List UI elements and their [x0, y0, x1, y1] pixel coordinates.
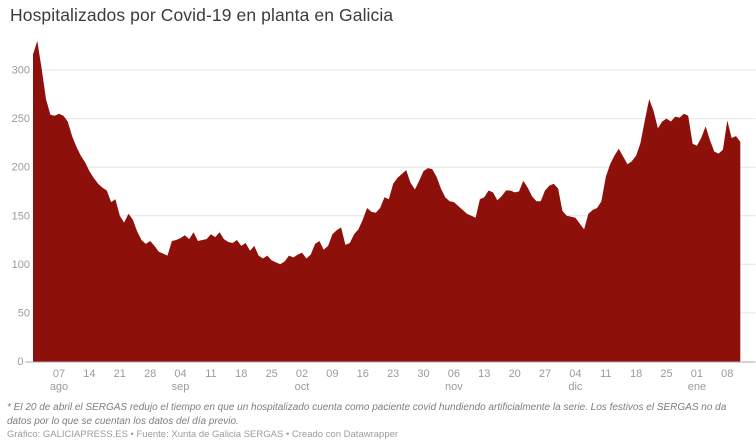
x-axis-day-label: 27 — [539, 368, 551, 380]
y-axis-label: 200 — [12, 162, 30, 174]
x-axis-day-label: 13 — [478, 368, 490, 380]
x-axis-day-label: 16 — [357, 368, 369, 380]
x-axis-day-label: 18 — [630, 368, 642, 380]
y-axis-label: 150 — [12, 210, 30, 222]
x-axis-day-label: 18 — [235, 368, 247, 380]
y-axis-label: 0 — [17, 356, 23, 368]
x-axis-day-label: 25 — [660, 368, 672, 380]
area-series-hospitalizados — [33, 40, 741, 362]
x-axis-month-label: ago — [50, 381, 68, 393]
x-axis-month-label: nov — [445, 381, 463, 393]
x-axis-day-label: 11 — [600, 368, 611, 380]
chart-title: Hospitalizados por Covid-19 en planta en… — [10, 5, 394, 25]
x-axis-day-label: 28 — [144, 368, 156, 380]
x-axis-day-label: 14 — [83, 368, 95, 380]
chart-credit: Gráfico: GALICIAPRESS.ES • Fuente: Xunta… — [7, 429, 399, 440]
x-axis-day-label: 11 — [205, 368, 216, 380]
y-axis-label: 300 — [12, 65, 30, 77]
x-axis-month-label: oct — [295, 381, 310, 393]
x-axis-day-label: 02 — [296, 368, 308, 380]
x-axis-day-label: 07 — [53, 368, 65, 380]
x-axis-day-label: 04 — [569, 368, 581, 380]
x-axis-day-label: 25 — [266, 368, 278, 380]
x-axis-month-label: dic — [568, 381, 583, 393]
x-axis-day-label: 09 — [326, 368, 338, 380]
x-axis-day-label: 20 — [509, 368, 521, 380]
x-axis-day-label: 01 — [691, 368, 703, 380]
x-axis-day-label: 23 — [387, 368, 399, 380]
x-axis-day-label: 08 — [721, 368, 733, 380]
y-axis-label: 100 — [12, 259, 30, 271]
x-axis-day-label: 06 — [448, 368, 460, 380]
x-axis-day-label: 30 — [417, 368, 429, 380]
y-axis-label: 250 — [12, 113, 30, 125]
x-axis-day-label: 21 — [114, 368, 126, 380]
x-axis-day-label: 04 — [174, 368, 186, 380]
chart-footnote: * El 20 de abril el SERGAS redujo el tie… — [7, 402, 727, 428]
y-axis-label: 50 — [18, 307, 30, 319]
x-axis-month-label: sep — [172, 381, 190, 393]
x-axis-month-label: ene — [688, 381, 706, 393]
